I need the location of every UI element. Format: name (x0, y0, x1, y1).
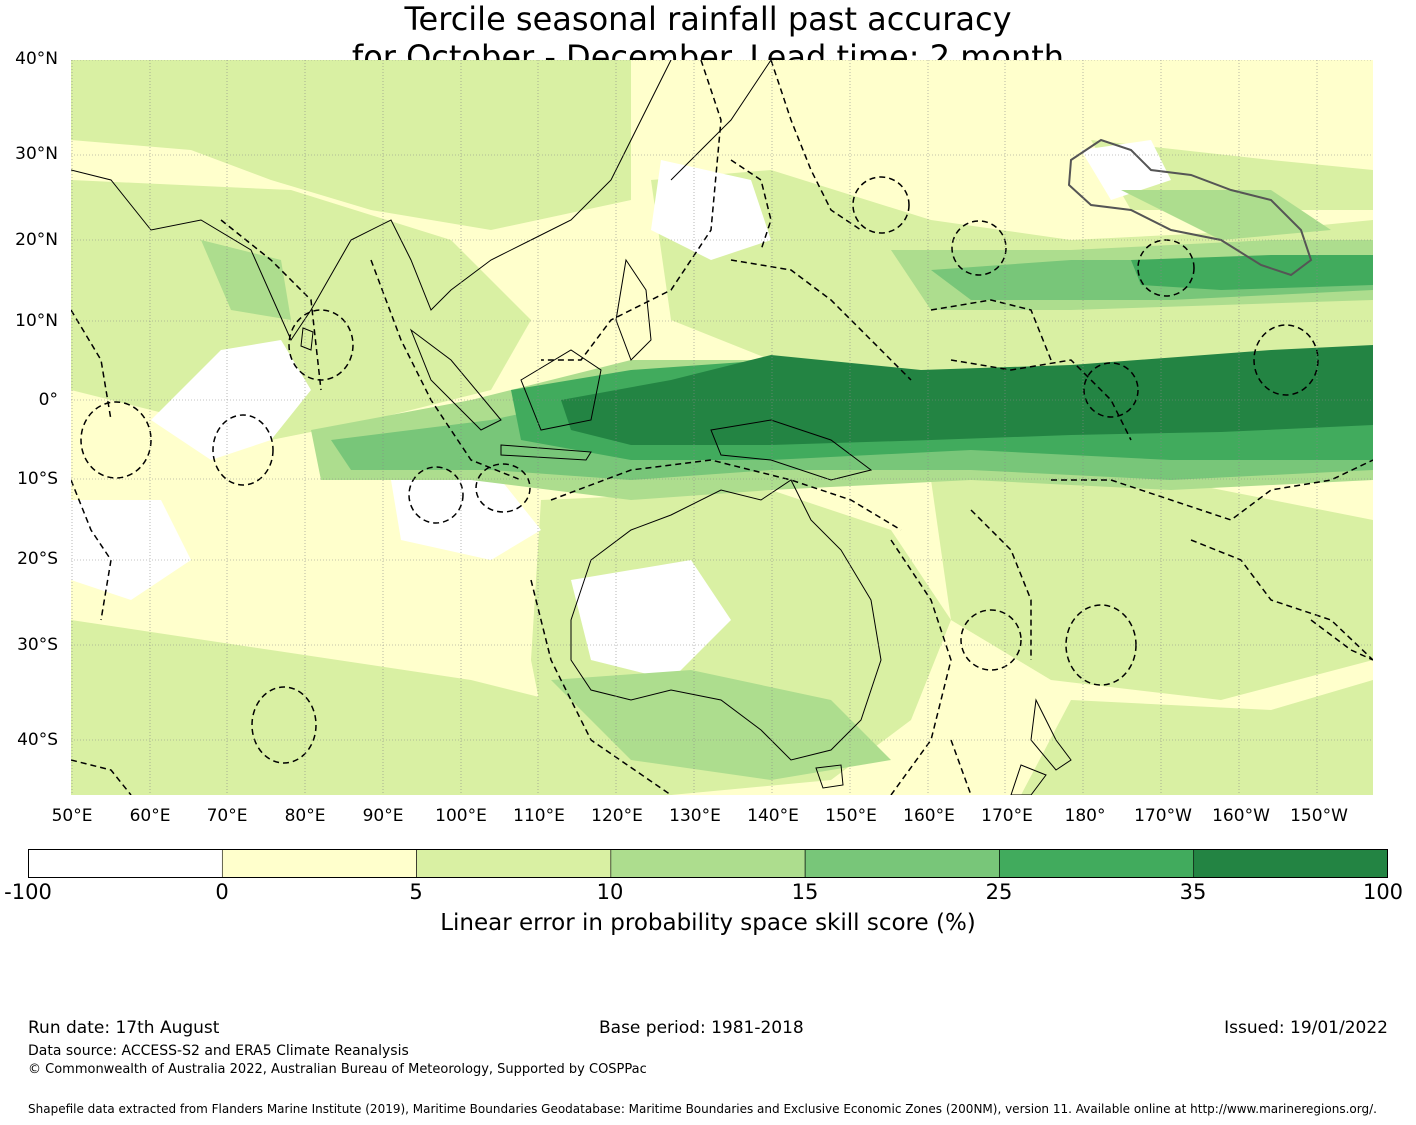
colorbar-segment (221, 849, 417, 878)
lon-label-100e: 100°E (435, 806, 487, 826)
colorbar-tick-6: 35 (1179, 880, 1207, 904)
colorbar-label: Linear error in probability space skill … (440, 910, 976, 936)
new-zealand-coastline (1010, 698, 1072, 795)
lon-label-130e: 130°E (669, 806, 721, 826)
lon-label-150e: 150°E (825, 806, 877, 826)
run-date: Run date: 17th August (28, 1018, 220, 1038)
lon-label-180: 180° (1064, 806, 1106, 826)
colorbar-segment (28, 849, 223, 878)
sri-lanka-coastline (300, 327, 314, 351)
map-area (71, 60, 1373, 795)
lon-label-50e: 50°E (51, 806, 93, 826)
lon-label-80e: 80°E (284, 806, 326, 826)
colorbar-tick-7: 100 (1362, 880, 1404, 904)
lon-label-160w: 160°W (1212, 806, 1270, 826)
lat-label-20s: 20°S (17, 549, 58, 569)
colorbar-segment (416, 849, 612, 878)
data-source: Data source: ACCESS-S2 and ERA5 Climate … (28, 1043, 409, 1059)
colorbar-tick-4: 15 (791, 880, 819, 904)
lat-gridlines (71, 60, 1373, 741)
colorbar (28, 849, 1388, 878)
colorbar-segment (804, 849, 1000, 878)
lon-label-160e: 160°E (903, 806, 955, 826)
copyright: © Commonwealth of Australia 2022, Austra… (28, 1062, 647, 1077)
lon-label-70e: 70°E (206, 806, 248, 826)
lat-label-40n: 40°N (15, 49, 58, 69)
colorbar-tick-5: 25 (985, 880, 1013, 904)
lat-label-10n: 10°N (15, 311, 58, 331)
skill-band-35-100 (561, 345, 1373, 445)
tasmania-coastline (815, 764, 844, 789)
sumatra-coastline (409, 328, 502, 431)
skill-map (71, 60, 1373, 795)
asia-coastline (71, 60, 672, 342)
japan-coastline (670, 60, 772, 181)
lon-gridlines (71, 60, 1318, 795)
lat-label-30s: 30°S (17, 635, 58, 655)
lon-label-140e: 140°E (747, 806, 799, 826)
hawaii-eez-outline (1067, 138, 1313, 277)
lat-label-20n: 20°N (15, 230, 58, 250)
new-guinea-coastline (710, 419, 873, 481)
colorbar-tick-1: 0 (215, 880, 229, 904)
lon-label-170e: 170°E (981, 806, 1033, 826)
colorbar-segment (1193, 849, 1388, 878)
lat-label-40s: 40°S (17, 730, 58, 750)
lon-label-170w: 170°W (1134, 806, 1192, 826)
philippines-coastline (615, 258, 652, 361)
lat-label-0: 0° (38, 390, 58, 410)
colorbar-tick-0: -100 (4, 880, 52, 904)
lon-label-90e: 90°E (362, 806, 404, 826)
lat-label-10s: 10°S (17, 469, 58, 489)
lat-label-30n: 30°N (15, 144, 58, 164)
borneo-coastline (520, 349, 602, 431)
java-coastline (500, 444, 592, 461)
colorbar-tick-3: 10 (596, 880, 624, 904)
australia-coastline (570, 479, 882, 761)
colorbar-segment (610, 849, 806, 878)
base-period: Base period: 1981-2018 (599, 1018, 804, 1038)
lon-label-150w: 150°W (1290, 806, 1348, 826)
shapefile-credit: Shapefile data extracted from Flanders M… (28, 1102, 1377, 1116)
lon-label-60e: 60°E (129, 806, 171, 826)
lon-label-120e: 120°E (591, 806, 643, 826)
map-title-line1: Tercile seasonal rainfall past accuracy (404, 0, 1012, 38)
lon-label-110e: 110°E (513, 806, 565, 826)
colorbar-segment (999, 849, 1195, 878)
colorbar-tick-2: 5 (409, 880, 423, 904)
issued-date: Issued: 19/01/2022 (1224, 1018, 1388, 1038)
